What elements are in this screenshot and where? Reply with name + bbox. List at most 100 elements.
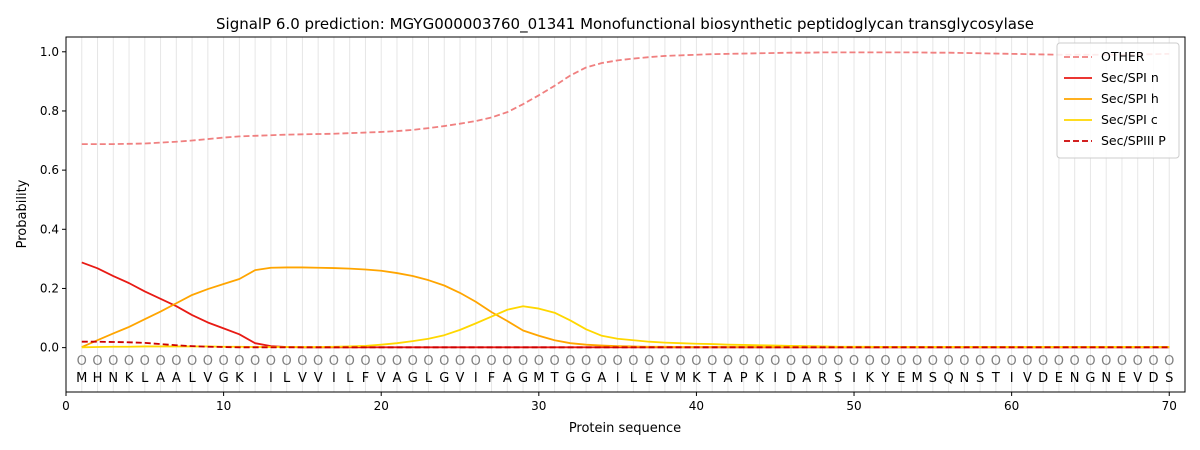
legend: OTHER Sec/SPI n Sec/SPI h Sec/SPI c Sec/SPII… bbox=[1056, 42, 1180, 159]
region-marker: O bbox=[1133, 354, 1143, 369]
region-marker: O bbox=[1038, 354, 1048, 369]
residue-label: E bbox=[1055, 371, 1063, 386]
region-marker: O bbox=[565, 354, 575, 369]
region-marker: O bbox=[928, 354, 938, 369]
residue-label: I bbox=[253, 371, 257, 386]
residue-label: S bbox=[976, 371, 984, 386]
residue-label: M bbox=[76, 371, 87, 386]
residue-label: L bbox=[346, 371, 354, 386]
region-marker: O bbox=[959, 354, 969, 369]
residue-label: L bbox=[141, 371, 149, 386]
residue-label: A bbox=[723, 371, 732, 386]
residue-label: K bbox=[755, 371, 764, 386]
region-marker: O bbox=[187, 354, 197, 369]
residue-label: G bbox=[439, 371, 449, 386]
region-marker: O bbox=[676, 354, 686, 369]
legend-label: Sec/SPI c bbox=[1101, 112, 1158, 127]
region-marker: O bbox=[691, 354, 701, 369]
residue-label: V bbox=[1023, 371, 1032, 386]
x-axis-ticks: 0 10 20 30 40 50 60 70 bbox=[62, 392, 1177, 413]
region-marker: O bbox=[250, 354, 260, 369]
residue-label: Y bbox=[881, 371, 890, 386]
region-marker: O bbox=[345, 354, 355, 369]
residue-label: A bbox=[802, 371, 811, 386]
region-marker: O bbox=[991, 354, 1001, 369]
region-marker: O bbox=[880, 354, 890, 369]
vertical-gridlines bbox=[81, 37, 1170, 392]
region-marker: O bbox=[408, 354, 418, 369]
region-marker: O bbox=[140, 354, 150, 369]
residue-label: G bbox=[1085, 371, 1095, 386]
region-marker: O bbox=[549, 354, 559, 369]
region-marker: O bbox=[786, 354, 796, 369]
region-marker: O bbox=[1148, 354, 1158, 369]
region-marker: O bbox=[455, 354, 465, 369]
region-marker: O bbox=[218, 354, 228, 369]
residue-label: K bbox=[866, 371, 875, 386]
region-marker: O bbox=[1054, 354, 1064, 369]
residue-label: V bbox=[456, 371, 465, 386]
residue-label: L bbox=[630, 371, 638, 386]
residue-label: A bbox=[503, 371, 512, 386]
series-line-3 bbox=[81, 305, 1170, 349]
residue-label: G bbox=[581, 371, 591, 386]
residue-label: A bbox=[156, 371, 165, 386]
region-marker: O bbox=[234, 354, 244, 369]
region-marker: O bbox=[92, 354, 102, 369]
region-marker: O bbox=[297, 354, 307, 369]
region-marker: O bbox=[597, 354, 607, 369]
region-marker: O bbox=[108, 354, 118, 369]
residue-label: I bbox=[852, 371, 856, 386]
residue-label: G bbox=[219, 371, 229, 386]
residue-label: A bbox=[597, 371, 606, 386]
residue-label: K bbox=[125, 371, 134, 386]
region-marker: O bbox=[171, 354, 181, 369]
series-layer bbox=[81, 51, 1170, 349]
region-marker: O bbox=[660, 354, 670, 369]
y-tick-label: 1.0 bbox=[40, 45, 59, 59]
x-tick-label: 30 bbox=[531, 399, 546, 413]
region-marker: O bbox=[1085, 354, 1095, 369]
x-axis-label: Protein sequence bbox=[569, 421, 681, 436]
region-marker: O bbox=[376, 354, 386, 369]
legend-box bbox=[1056, 42, 1180, 159]
residue-label: E bbox=[897, 371, 905, 386]
legend-label: Sec/SPI n bbox=[1101, 70, 1159, 85]
residue-label: V bbox=[377, 371, 386, 386]
residue-label: V bbox=[314, 371, 323, 386]
residue-label: N bbox=[1101, 371, 1111, 386]
residue-label: I bbox=[332, 371, 336, 386]
legend-label: Sec/SPI h bbox=[1101, 91, 1159, 106]
region-marker: O bbox=[613, 354, 623, 369]
region-marker: O bbox=[849, 354, 859, 369]
region-marker: O bbox=[1117, 354, 1127, 369]
residue-label: P bbox=[740, 371, 748, 386]
region-marker: O bbox=[770, 354, 780, 369]
region-marker: O bbox=[486, 354, 496, 369]
residue-label: V bbox=[660, 371, 669, 386]
residue-label: N bbox=[1070, 371, 1080, 386]
region-marker: O bbox=[1070, 354, 1080, 369]
residue-label: I bbox=[1010, 371, 1014, 386]
series-line-2 bbox=[81, 266, 1170, 348]
residue-label: M bbox=[675, 371, 686, 386]
y-tick-label: 0.2 bbox=[40, 281, 59, 295]
region-marker: O bbox=[439, 354, 449, 369]
region-marker: O bbox=[423, 354, 433, 369]
region-marker: O bbox=[203, 354, 213, 369]
residue-label: K bbox=[692, 371, 701, 386]
residue-label: V bbox=[203, 371, 212, 386]
region-marker: O bbox=[817, 354, 827, 369]
residue-label: F bbox=[488, 371, 495, 386]
region-marker: O bbox=[502, 354, 512, 369]
residue-label: N bbox=[959, 371, 969, 386]
residue-label: I bbox=[269, 371, 273, 386]
region-marker: O bbox=[77, 354, 87, 369]
y-axis-label: Probability bbox=[15, 179, 30, 248]
x-tick-label: 20 bbox=[374, 399, 389, 413]
plot-frame bbox=[65, 36, 1186, 393]
region-marker: O bbox=[644, 354, 654, 369]
region-marker: O bbox=[124, 354, 134, 369]
region-marker: O bbox=[912, 354, 922, 369]
region-marker: O bbox=[360, 354, 370, 369]
